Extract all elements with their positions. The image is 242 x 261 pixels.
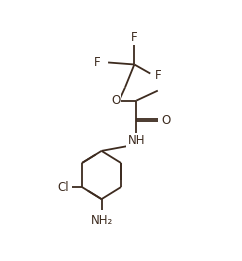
Text: F: F: [131, 31, 138, 44]
Text: O: O: [162, 114, 171, 127]
Text: NH: NH: [128, 134, 145, 147]
Text: F: F: [94, 56, 101, 69]
Text: NH₂: NH₂: [91, 213, 113, 227]
Text: Cl: Cl: [57, 181, 69, 194]
Text: F: F: [155, 69, 162, 82]
Text: O: O: [111, 94, 120, 107]
